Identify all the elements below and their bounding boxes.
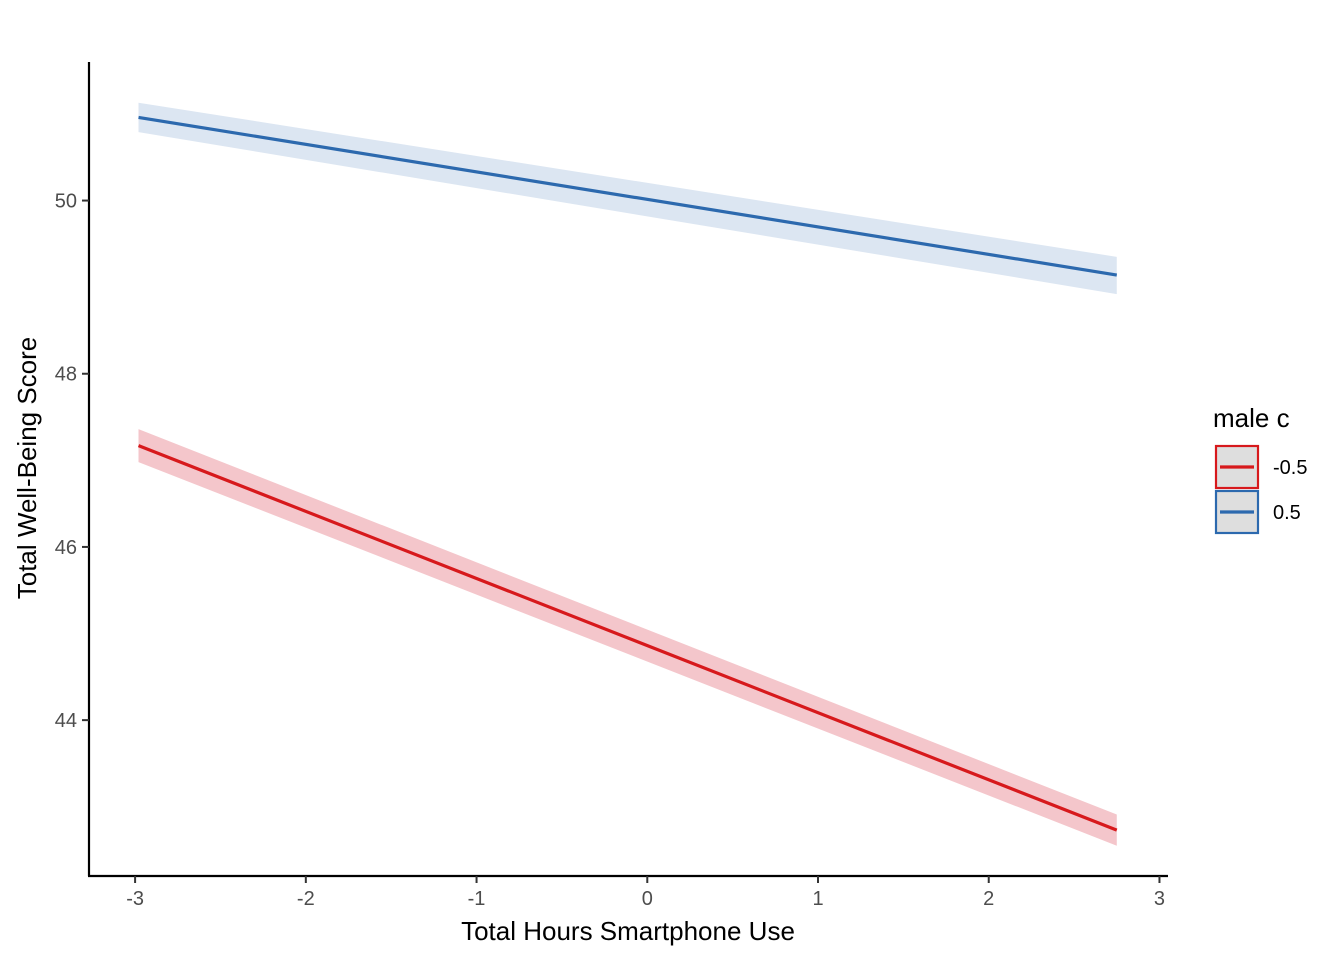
x-tick-label-3: 0 — [642, 888, 653, 910]
x-tick-label-5: 2 — [983, 888, 994, 910]
legend-keys: -0.5 0.5 — [1214, 444, 1307, 535]
y-axis-ticks: 44 46 48 50 — [55, 191, 89, 732]
y-axis-title: Total Well-Being Score — [12, 337, 42, 600]
x-axis-ticks: -3 -2 -1 0 1 2 3 — [126, 876, 1165, 910]
x-tick-label-1: -2 — [297, 888, 315, 910]
x-tick-label-0: -3 — [126, 888, 144, 910]
x-tick-label-2: -1 — [468, 888, 486, 910]
y-tick-label-1: 46 — [55, 537, 77, 559]
series-lines — [137, 115, 1118, 832]
legend-title: male c — [1213, 403, 1290, 433]
legend-label-1: 0.5 — [1273, 502, 1301, 524]
y-tick-label-3: 50 — [55, 191, 77, 213]
series-line-0 — [137, 444, 1118, 832]
confidence-bands — [138, 102, 1117, 846]
y-tick-label-2: 48 — [55, 364, 77, 386]
y-tick-label-0: 44 — [55, 710, 77, 732]
legend-label-0: -0.5 — [1273, 457, 1307, 479]
confidence-band-1 — [138, 102, 1117, 295]
x-tick-label-6: 3 — [1154, 888, 1165, 910]
x-axis-title: Total Hours Smartphone Use — [461, 916, 795, 946]
x-tick-label-4: 1 — [812, 888, 823, 910]
legend: male c -0.5 0.5 — [1213, 403, 1307, 535]
series-line-1 — [138, 115, 1118, 277]
